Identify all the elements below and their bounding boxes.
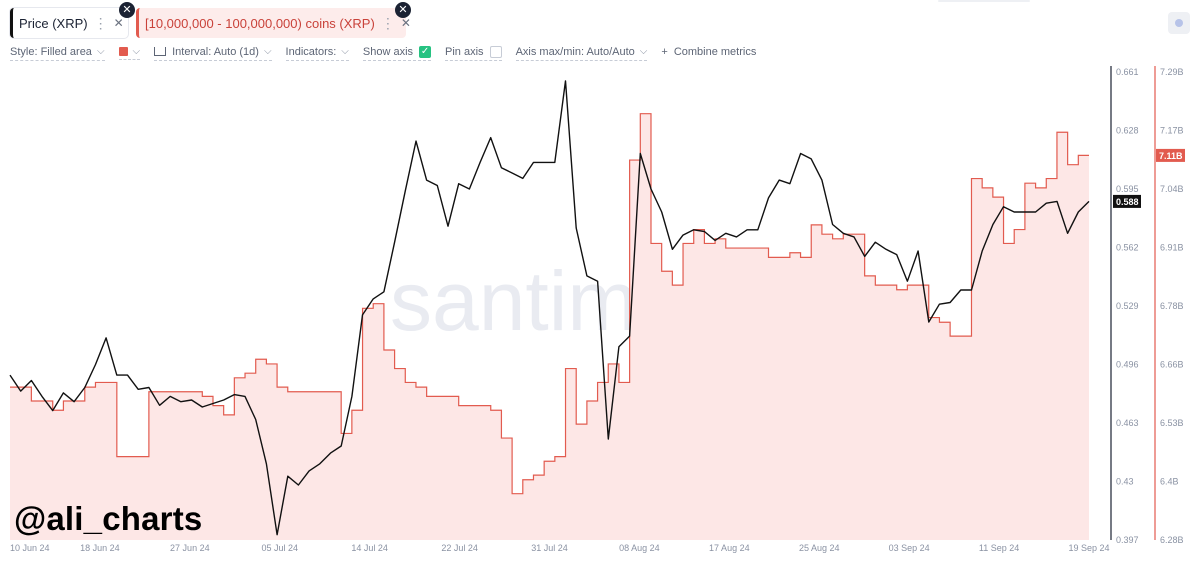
interval-icon <box>154 47 167 56</box>
remove-metric-icon[interactable]: ✕ <box>395 2 411 18</box>
right-tick-label: 7.17B <box>1160 126 1184 136</box>
checkbox-icon[interactable] <box>489 45 502 58</box>
tab-coins-xrp[interactable]: [10,000,000 - 100,000,000) coins (XRP) ⋮… <box>136 8 411 38</box>
color-swatch <box>118 47 128 56</box>
settings-toggle-button[interactable] <box>1168 12 1190 34</box>
interval-label: Interval: Auto (1d) <box>172 45 259 58</box>
tab-label: [10,000,000 - 100,000,000) coins (XRP) <box>145 15 375 31</box>
close-tab-icon[interactable]: ✕ <box>113 16 124 30</box>
x-tick-label: 08 Aug 24 <box>619 543 660 553</box>
chevron-down-icon: ⌵ <box>341 46 349 57</box>
right-tick-label: 7.29B <box>1160 67 1184 77</box>
author-handle: @ali_charts <box>14 500 203 537</box>
price-series <box>9 80 1090 536</box>
supply-area-fill <box>10 113 1089 540</box>
last-price-label: 0.588 <box>1116 197 1139 207</box>
indicators-dropdown[interactable]: Indicators: ⌵ <box>285 45 349 61</box>
x-tick-label: 05 Jul 24 <box>261 543 298 553</box>
x-tick-label: 14 Jul 24 <box>351 543 388 553</box>
right-tick-label: 6.91B <box>1160 243 1184 253</box>
pin-axis-label: Pin axis <box>445 45 484 58</box>
price-line <box>9 80 1090 536</box>
right-tick-label: 7.04B <box>1160 184 1184 194</box>
x-tick-label: 10 Jun 24 <box>10 543 50 553</box>
right-y-axis: 7.29B 7.17B 7.04B 6.91B 6.78B 6.66B 6.53B 6.4B 6… <box>1160 67 1184 545</box>
chevron-down-icon: ⌵ <box>132 46 141 57</box>
x-tick-label: 22 Jul 24 <box>441 543 478 553</box>
left-tick-label: 0.595 <box>1116 184 1139 194</box>
supply-step-line <box>10 113 1089 495</box>
x-tick-label: 03 Sep 24 <box>889 543 930 553</box>
chevron-down-icon: ⌵ <box>263 46 272 57</box>
chevron-down-icon: ⌵ <box>96 46 105 57</box>
last-supply-label: 7.11B <box>1159 151 1183 161</box>
right-tick-label: 6.4B <box>1160 477 1179 487</box>
color-picker[interactable]: ⌵ <box>118 46 141 60</box>
left-tick-label: 0.43 <box>1116 477 1134 487</box>
checkmark-icon[interactable]: ✓ <box>419 45 432 58</box>
last-price-badge <box>1113 194 1141 208</box>
left-tick-label: 0.661 <box>1116 67 1139 77</box>
pin-axis-toggle[interactable]: Pin axis <box>445 45 502 61</box>
more-options-icon[interactable]: ⋮ <box>380 14 395 31</box>
tab-price-xrp[interactable]: Price (XRP) ⋮ ✕ <box>10 8 128 38</box>
x-tick-label: 17 Aug 24 <box>709 543 750 553</box>
last-supply-badge <box>1156 148 1185 162</box>
remove-metric-icon[interactable]: ✕ <box>119 2 135 18</box>
x-tick-label: 25 Aug 24 <box>799 543 840 553</box>
plus-icon: + <box>661 46 668 58</box>
metric-toolbar: Style: Filled area ⌵ ⌵ Interval: Auto (1d… <box>10 44 770 62</box>
left-tick-label: 0.496 <box>1116 360 1139 370</box>
left-tick-label: 0.397 <box>1116 535 1139 545</box>
show-axis-toggle[interactable]: Show axis ✓ <box>362 45 432 61</box>
combine-metrics-button[interactable]: + Combine metrics <box>661 46 756 60</box>
left-tick-label: 0.628 <box>1116 126 1139 136</box>
left-tick-label: 0.463 <box>1116 418 1139 428</box>
x-tick-label: 27 Jun 24 <box>170 543 210 553</box>
indicators-label: Indicators: <box>285 45 337 58</box>
x-tick-label: 19 Sep 24 <box>1068 543 1109 553</box>
axis-maxmin-label: Axis max/min: Auto/Auto <box>515 45 635 58</box>
left-tick-label: 0.529 <box>1116 301 1139 311</box>
more-options-icon[interactable]: ⋮ <box>93 14 108 31</box>
supply-series <box>10 113 1089 540</box>
left-y-axis: 0.661 0.628 0.595 0.562 0.529 0.496 0.463 0.43 0… <box>1116 67 1139 545</box>
top-pill <box>938 0 1030 2</box>
combine-label: Combine metrics <box>673 46 757 58</box>
right-tick-label: 6.28B <box>1160 535 1184 545</box>
right-tick-label: 6.78B <box>1160 301 1184 311</box>
style-label: Style: Filled area <box>10 45 92 58</box>
last-value-labels: 0.588 7.11B <box>1113 148 1185 208</box>
left-tick-label: 0.562 <box>1116 243 1139 253</box>
axis-maxmin-dropdown[interactable]: Axis max/min: Auto/Auto ⌵ <box>515 45 648 61</box>
style-dropdown[interactable]: Style: Filled area ⌵ <box>10 46 105 61</box>
x-tick-label: 31 Jul 24 <box>531 543 568 553</box>
right-tick-label: 6.66B <box>1160 360 1184 370</box>
tab-label: Price (XRP) <box>19 15 88 31</box>
close-tab-icon[interactable]: ✕ <box>400 16 411 30</box>
interval-dropdown[interactable]: Interval: Auto (1d) ⌵ <box>154 45 272 61</box>
show-axis-label: Show axis <box>362 45 414 58</box>
x-tick-label: 18 Jun 24 <box>80 543 120 553</box>
right-tick-label: 6.53B <box>1160 418 1184 428</box>
x-axis: 10 Jun 24 18 Jun 24 27 Jun 24 05 Jul 24 14 J… <box>10 543 1110 553</box>
chevron-down-icon: ⌵ <box>639 46 648 57</box>
x-tick-label: 11 Sep 24 <box>979 543 1019 553</box>
